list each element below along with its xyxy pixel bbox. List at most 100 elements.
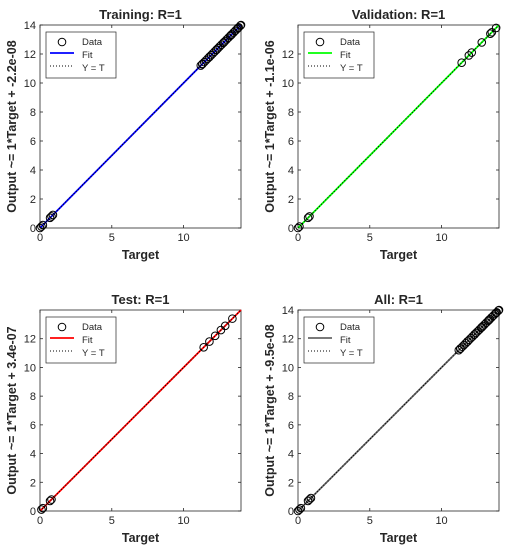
y-tick-label: 10	[282, 362, 294, 374]
chart-title: Validation: R=1	[352, 7, 446, 22]
data-point	[45, 496, 55, 506]
legend-entry: Fit	[82, 335, 93, 346]
data-point	[45, 213, 55, 223]
data-point	[293, 506, 303, 516]
data-point	[467, 48, 477, 57]
x-tick-label: 0	[295, 232, 301, 244]
data-point	[295, 222, 304, 231]
chart-panel-4: 0 5 10 0 2 4 6 8 10 12 14 All: R=1 Target Output ~= 1…	[263, 292, 504, 545]
x-tick-label: 10	[177, 232, 189, 244]
y-tick-label: 2	[288, 194, 294, 206]
chart-title: All: R=1	[374, 292, 423, 307]
data-point	[457, 58, 466, 68]
chart-title: Training: R=1	[99, 7, 182, 22]
y-tick-label: 6	[288, 136, 294, 148]
data-point	[486, 29, 495, 39]
data-point	[48, 210, 58, 220]
y-tick-label: 0	[30, 506, 36, 518]
legend-data-marker	[57, 322, 67, 332]
data-point	[464, 51, 474, 60]
y-tick-label: 12	[24, 334, 36, 346]
legend: Data Fit Y = T	[303, 31, 375, 79]
data-point	[216, 325, 226, 335]
data-point	[306, 493, 316, 503]
data-point	[47, 495, 56, 504]
y-tick-label: 0	[288, 506, 294, 518]
y-tick-label: 8	[30, 107, 36, 119]
y-tick-label: 10	[24, 78, 36, 90]
legend: Data Fit Y = T	[303, 316, 375, 364]
fit-line	[297, 24, 500, 229]
x-axis-label: Target	[122, 248, 160, 262]
chart-title: Test: R=1	[112, 292, 170, 307]
data-point	[37, 505, 46, 514]
x-tick-label: 5	[367, 515, 373, 527]
x-tick-label: 10	[435, 515, 447, 527]
data-point	[236, 21, 245, 30]
data-point	[494, 306, 503, 315]
y-tick-label: 12	[282, 49, 294, 61]
legend-entry: Y = T	[82, 348, 105, 359]
y-axis-label: Output ~= 1*Target + 3.4e-07	[5, 326, 19, 494]
x-tick-label: 10	[177, 515, 189, 527]
legend-data-marker	[315, 322, 325, 332]
y-tick-label: 14	[282, 305, 294, 317]
y-tick-label: 8	[30, 391, 36, 403]
y-tick-label: 14	[24, 20, 36, 32]
legend-entry: Fit	[82, 50, 93, 61]
legend-entry: Fit	[340, 50, 351, 61]
x-tick-label: 0	[37, 515, 43, 527]
data-point	[487, 27, 497, 37]
fit-line	[39, 24, 242, 229]
data-point	[205, 337, 214, 346]
legend-data-marker	[57, 37, 67, 47]
data-point	[35, 223, 45, 233]
y-tick-label: 2	[288, 477, 294, 489]
chart-panel-3: 0 5 10 0 2 4 6 8 10 12 Test: R=1 Target Output ~= 1*…	[5, 292, 242, 545]
data-point	[37, 222, 46, 231]
data-point	[303, 496, 313, 506]
data-point	[220, 321, 230, 331]
y-tick-label: 8	[288, 107, 294, 119]
legend-data-marker	[315, 37, 325, 47]
legend-entry: Y = T	[340, 348, 363, 359]
legend: Data Fit Y = T	[45, 316, 117, 364]
y-tick-label: 4	[30, 449, 36, 461]
y-axis-label: Output ~= 1*Target + -9.5e-08	[263, 324, 277, 496]
y-tick-label: 6	[30, 136, 36, 148]
data-point	[295, 505, 304, 514]
data-point	[210, 331, 220, 341]
legend-entry: Data	[82, 322, 103, 333]
data-point	[303, 213, 313, 223]
x-tick-label: 0	[37, 232, 43, 244]
legend: Data Fit Y = T	[45, 31, 117, 79]
y-tick-label: 10	[282, 78, 294, 90]
x-tick-label: 5	[109, 232, 115, 244]
y-tick-label: 8	[288, 391, 294, 403]
x-tick-label: 0	[295, 515, 301, 527]
y-tick-label: 2	[30, 194, 36, 206]
data-point	[305, 495, 314, 504]
x-tick-label: 10	[435, 232, 447, 244]
fit-line	[39, 309, 242, 512]
data-point	[38, 503, 48, 513]
y-tick-label: 12	[24, 49, 36, 61]
data-point	[199, 343, 208, 352]
y-tick-label: 6	[288, 420, 294, 432]
legend-entry: Data	[340, 37, 361, 48]
data-point	[234, 23, 244, 32]
legend-box	[303, 31, 375, 79]
legend-box	[45, 316, 117, 364]
legend-entry: Data	[82, 37, 103, 48]
data-point	[484, 315, 494, 325]
y-axis-label: Output ~= 1*Target + -1.1e-06	[263, 40, 277, 212]
y-tick-label: 6	[30, 420, 36, 432]
x-tick-label: 5	[367, 232, 373, 244]
data-point	[492, 307, 502, 317]
data-point	[293, 223, 303, 233]
y-tick-label: 4	[288, 165, 294, 177]
y-tick-label: 4	[288, 449, 294, 461]
y-tick-label: 2	[30, 477, 36, 489]
x-axis-label: Target	[122, 531, 160, 545]
